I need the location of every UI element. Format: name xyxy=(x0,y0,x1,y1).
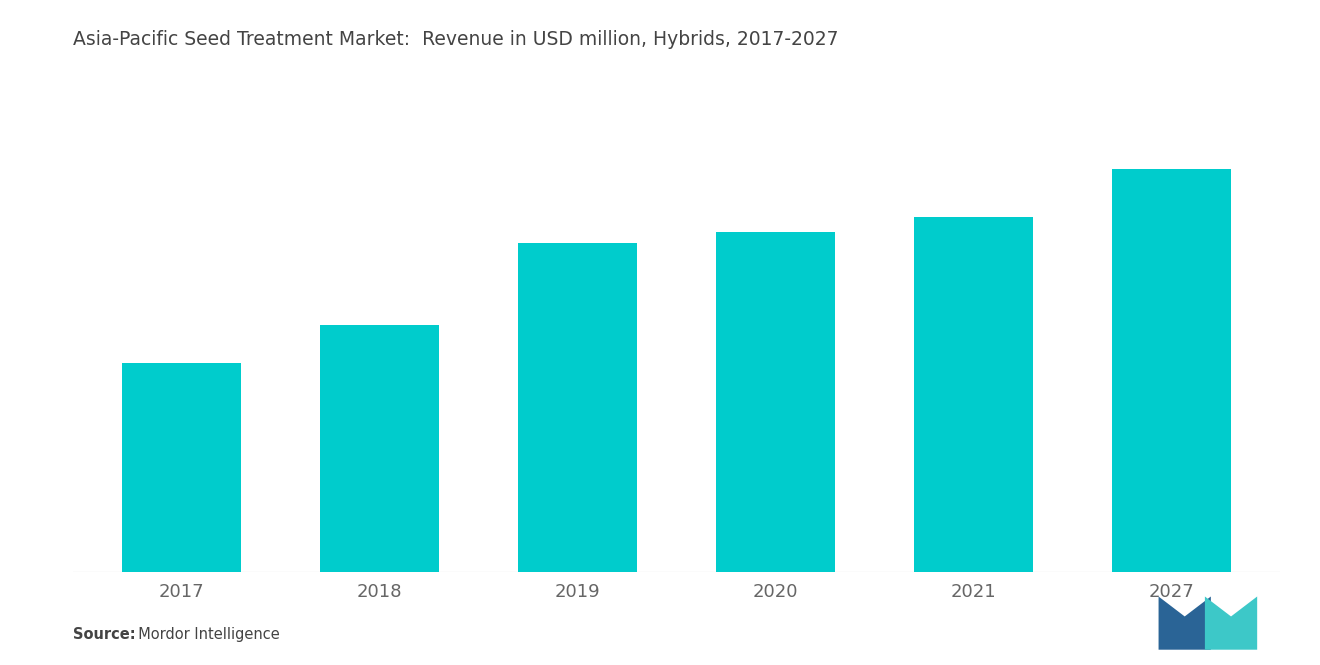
Polygon shape xyxy=(1159,597,1210,650)
Bar xyxy=(715,232,836,572)
Bar xyxy=(1111,169,1230,572)
Text: Asia-Pacific Seed Treatment Market:  Revenue in USD million, Hybrids, 2017-2027: Asia-Pacific Seed Treatment Market: Reve… xyxy=(73,30,838,49)
Bar xyxy=(913,217,1032,572)
Polygon shape xyxy=(1205,597,1257,650)
Text: Mordor Intelligence: Mordor Intelligence xyxy=(129,626,280,642)
Bar xyxy=(121,363,240,572)
Bar xyxy=(517,243,636,572)
Bar xyxy=(321,325,438,572)
Text: Source:: Source: xyxy=(73,626,135,642)
